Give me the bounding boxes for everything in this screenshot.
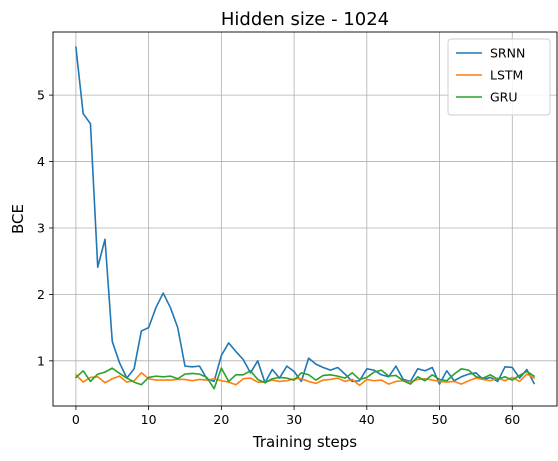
y-axis-label: BCE [9, 204, 27, 234]
series-line-gru [74, 367, 536, 390]
x-tick-label: 30 [286, 412, 302, 427]
legend-label-gru: GRU [490, 90, 518, 105]
legend-label-srnn: SRNN [490, 46, 525, 61]
plot-frame [52, 31, 558, 407]
y-tick-label: 1 [37, 353, 45, 368]
y-tick-label: 5 [37, 88, 45, 103]
y-tick-label: 3 [37, 220, 45, 235]
x-tick-label: 50 [432, 412, 448, 427]
series-line-srnn [75, 46, 536, 385]
grid [53, 32, 557, 406]
x-tick-label: 10 [141, 412, 157, 427]
x-tick-label: 60 [504, 412, 520, 427]
x-axis-label: Training steps [252, 433, 357, 451]
y-tick-label: 2 [37, 287, 45, 302]
x-tick-label: 20 [213, 412, 229, 427]
legend-box [447, 38, 551, 116]
y-axis: 1 2 3 4 5 [37, 88, 53, 368]
series-line-lstm [74, 371, 536, 387]
x-axis: 0 10 20 30 40 50 60 [72, 406, 520, 427]
legend-label-lstm: LSTM [490, 68, 523, 83]
x-tick-label: 40 [359, 412, 375, 427]
series-layer [74, 46, 536, 390]
y-tick-label: 4 [37, 154, 45, 169]
x-tick-label: 0 [72, 412, 80, 427]
legend: SRNN LSTM GRU [447, 38, 551, 116]
chart-title: Hidden size - 1024 [221, 9, 389, 30]
